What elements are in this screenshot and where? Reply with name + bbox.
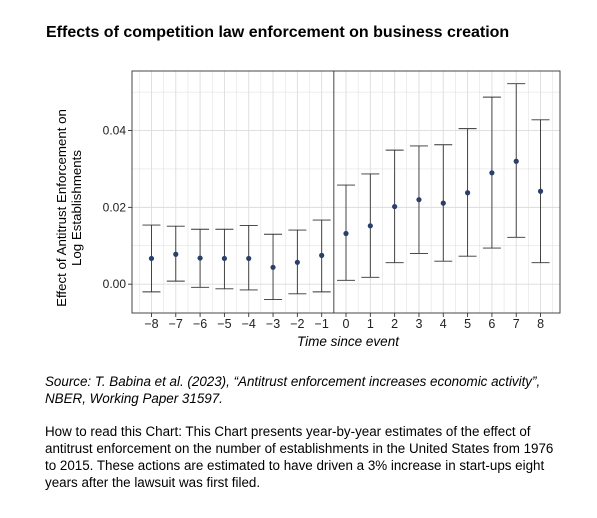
source-note: Source: T. Babina et al. (2023), “Antitr… bbox=[45, 374, 541, 406]
y-axis-label-line: Log Establishments bbox=[69, 150, 84, 266]
x-axis-label: Time since event bbox=[297, 334, 400, 349]
estimate-point bbox=[270, 264, 276, 270]
estimate-point bbox=[416, 197, 422, 203]
estimate-point bbox=[367, 223, 373, 229]
y-tick-label: 0.00 bbox=[103, 277, 127, 291]
x-tick-label: −2 bbox=[290, 317, 304, 331]
x-tick-label: −3 bbox=[266, 317, 280, 331]
estimate-points bbox=[148, 158, 544, 270]
estimate-point bbox=[221, 255, 228, 262]
estimate-point bbox=[537, 188, 544, 194]
x-tick-label: −8 bbox=[144, 317, 158, 331]
estimate-point bbox=[197, 255, 203, 261]
x-tick-label: −1 bbox=[315, 317, 329, 331]
event-study-chart: −8 −7 −6 −5 −4 −3 −2 −1 0 1 2 3 4 5 6 7 8 0.00 0.02 0.04 T… bbox=[54, 70, 561, 349]
estimate-point bbox=[392, 203, 398, 210]
x-tick-label: 1 bbox=[367, 317, 374, 331]
how-to-read-note: How to read this Chart: This Chart prese… bbox=[45, 424, 554, 490]
x-tick-label: 2 bbox=[391, 317, 398, 331]
estimate-point bbox=[343, 230, 349, 237]
x-tick-label: −7 bbox=[169, 317, 183, 331]
x-tick-label: 6 bbox=[488, 317, 495, 331]
estimate-point bbox=[148, 255, 155, 262]
x-axis-ticks: −8 −7 −6 −5 −4 −3 −2 −1 0 1 2 3 4 5 6 7 8 bbox=[144, 313, 544, 331]
y-tick-label: 0.04 bbox=[103, 124, 127, 138]
x-tick-label: 3 bbox=[415, 317, 422, 331]
estimate-point bbox=[294, 259, 300, 265]
estimate-point bbox=[464, 190, 471, 196]
y-tick-label: 0.02 bbox=[103, 200, 127, 214]
y-axis-label: Effect of Antitrust Enforcement onLog Es… bbox=[54, 109, 84, 307]
x-tick-label: 0 bbox=[343, 317, 350, 331]
x-tick-label: −5 bbox=[217, 317, 231, 331]
estimate-point bbox=[440, 200, 446, 206]
y-axis-label-line: Effect of Antitrust Enforcement on bbox=[54, 109, 69, 307]
x-tick-label: 4 bbox=[440, 317, 447, 331]
x-tick-label: 5 bbox=[464, 317, 471, 331]
chart-title: Effects of competition law enforcement o… bbox=[46, 24, 510, 41]
x-tick-label: 7 bbox=[513, 317, 520, 331]
x-tick-label: −4 bbox=[242, 317, 256, 331]
x-tick-label: −6 bbox=[193, 317, 207, 331]
estimate-point bbox=[173, 251, 179, 257]
y-axis-ticks: 0.00 0.02 0.04 bbox=[103, 124, 132, 291]
estimate-point bbox=[246, 255, 252, 262]
estimate-point bbox=[319, 252, 325, 258]
estimate-point bbox=[489, 170, 495, 176]
x-tick-label: 8 bbox=[537, 317, 544, 331]
estimate-point bbox=[513, 158, 519, 164]
